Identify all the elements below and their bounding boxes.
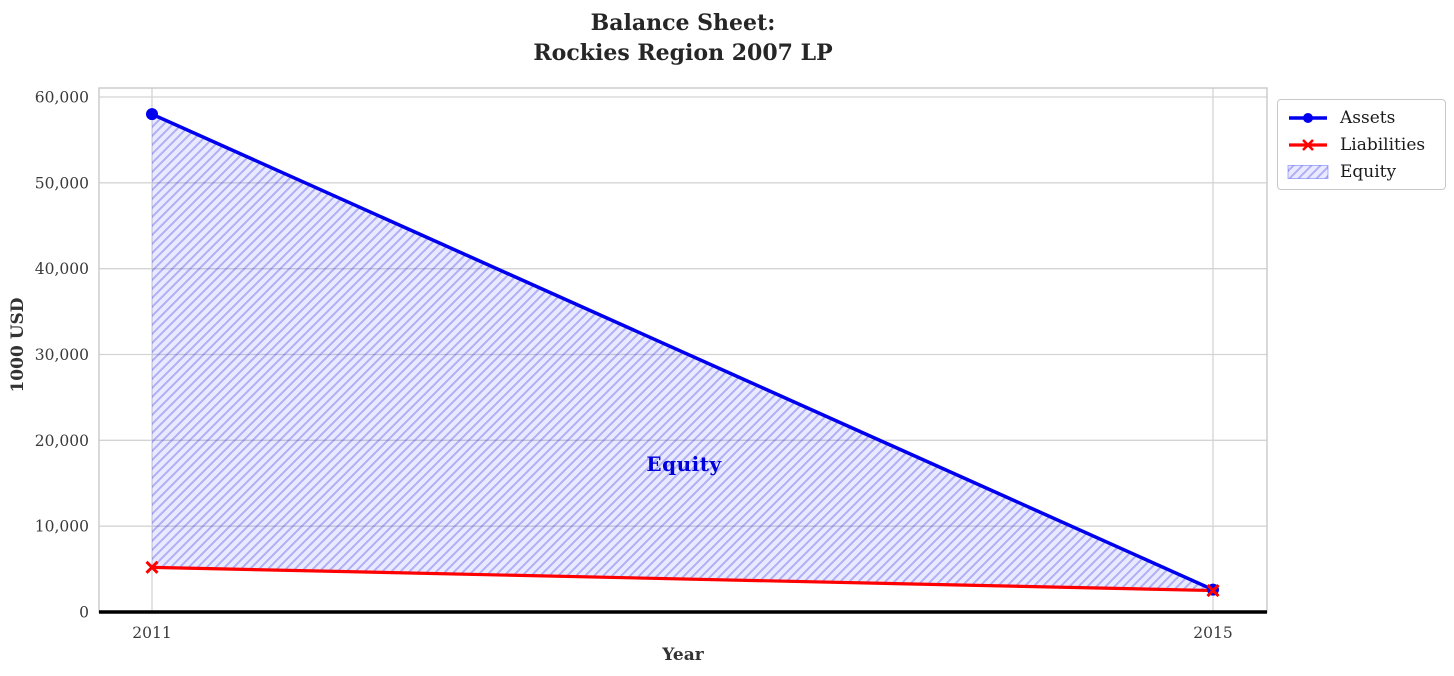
liabilities-marker (145, 560, 159, 574)
legend-item-assets[interactable]: Assets (1286, 108, 1437, 128)
legend-label-assets: Assets (1340, 107, 1396, 128)
liabilities-marker (1206, 583, 1220, 598)
liabilities-line-icon (1289, 138, 1327, 151)
y-tick-label: 40,000 (35, 260, 89, 278)
y-tick-label: 10,000 (35, 518, 89, 536)
equity-area-label: Equity (646, 452, 722, 476)
legend-label-liabilities: Liabilities (1340, 134, 1426, 155)
assets-line-icon (1289, 112, 1327, 123)
y-tick-label: 20,000 (35, 432, 89, 450)
y-tick-label: 0 (79, 604, 89, 622)
x-axis-label: Year (662, 645, 704, 665)
legend-item-equity[interactable]: Equity (1286, 162, 1437, 182)
legend-item-liabilities[interactable]: Liabilities (1286, 135, 1437, 155)
y-tick-label: 50,000 (35, 174, 89, 192)
equity-hatch-icon (1287, 164, 1329, 179)
chart-title-line2: Rockies Region 2007 LP (533, 40, 833, 66)
y-tick-label: 30,000 (35, 346, 89, 364)
liabilities-line (150, 565, 1215, 593)
y-tick-label: 60,000 (35, 89, 89, 107)
chart-title: Balance Sheet: Rockies Region 2007 LP (99, 8, 1267, 68)
legend-label-equity: Equity (1340, 161, 1397, 182)
y-axis-label: 1000 USD (8, 297, 28, 393)
x-tick-label: 2011 (132, 624, 171, 642)
assets-marker (146, 108, 158, 121)
chart-title-line1: Balance Sheet: (590, 10, 776, 36)
x-tick-label: 2015 (1193, 624, 1232, 642)
assets-line (150, 112, 1215, 592)
legend: Assets Liabilities Equity (1277, 99, 1446, 190)
